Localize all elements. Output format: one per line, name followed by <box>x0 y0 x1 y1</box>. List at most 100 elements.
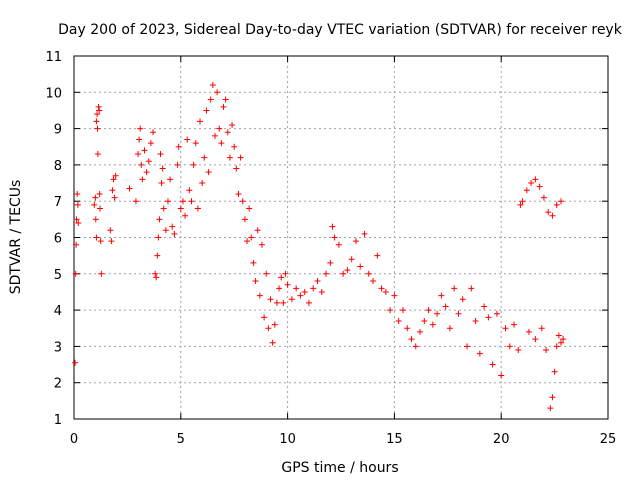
data-point <box>340 270 347 277</box>
data-point <box>147 140 154 147</box>
data-point <box>502 325 509 332</box>
data-point <box>549 394 556 401</box>
data-point <box>446 325 453 332</box>
data-point <box>271 321 278 328</box>
data-point <box>536 183 543 190</box>
data-point <box>297 292 304 299</box>
data-point <box>254 227 261 234</box>
data-point <box>442 303 449 310</box>
data-point <box>506 343 513 350</box>
data-point <box>93 234 100 241</box>
data-point <box>558 339 565 346</box>
y-tick-label: 3 <box>54 340 62 355</box>
data-point <box>74 190 81 197</box>
data-point <box>258 241 265 248</box>
data-point <box>94 151 101 158</box>
data-point <box>190 161 197 168</box>
grid <box>74 56 608 419</box>
y-axis-label: SDTVAR / TECUs <box>8 180 24 295</box>
y-tick-label: 11 <box>45 50 62 65</box>
data-point <box>532 336 539 343</box>
y-tick-label: 2 <box>54 377 62 392</box>
data-point <box>269 339 276 346</box>
data-point <box>97 238 104 245</box>
data-point <box>92 216 99 223</box>
data-point <box>95 103 102 110</box>
x-tick-label: 20 <box>493 432 510 447</box>
data-point <box>267 296 274 303</box>
data-point <box>203 107 210 114</box>
data-point <box>468 285 475 292</box>
data-point <box>184 136 191 143</box>
data-point <box>74 201 81 208</box>
data-point <box>157 151 164 158</box>
data-point <box>540 194 547 201</box>
data-point <box>237 154 244 161</box>
data-point <box>485 314 492 321</box>
data-point <box>365 270 372 277</box>
y-tick-label: 7 <box>54 195 62 210</box>
data-point <box>391 292 398 299</box>
data-point <box>547 405 554 412</box>
data-point <box>164 198 171 205</box>
data-point <box>417 328 424 335</box>
data-point <box>438 292 445 299</box>
data-point <box>421 317 428 324</box>
data-point <box>135 151 142 158</box>
data-point <box>252 278 259 285</box>
data-point <box>201 154 208 161</box>
data-point <box>265 325 272 332</box>
data-point <box>211 132 218 139</box>
data-point <box>282 270 289 277</box>
data-point <box>551 368 558 375</box>
data-point <box>387 307 394 314</box>
data-point <box>549 212 556 219</box>
data-point <box>231 143 238 150</box>
data-point <box>96 190 103 197</box>
data-point <box>515 347 522 354</box>
data-point <box>525 328 532 335</box>
data-point <box>532 176 539 183</box>
data-point <box>75 219 82 226</box>
data-point <box>412 343 419 350</box>
data-point <box>451 285 458 292</box>
data-point <box>141 147 148 154</box>
data-point <box>560 336 567 343</box>
data-point <box>194 205 201 212</box>
data-point <box>519 198 526 205</box>
data-points <box>72 82 567 412</box>
data-point <box>179 198 186 205</box>
data-point <box>177 205 184 212</box>
data-point <box>108 238 115 245</box>
data-point <box>489 361 496 368</box>
data-point <box>145 158 152 165</box>
data-point <box>229 121 236 128</box>
data-point <box>92 194 99 201</box>
data-point <box>246 205 253 212</box>
data-point <box>91 201 98 208</box>
data-point <box>175 143 182 150</box>
data-point <box>543 347 550 354</box>
data-point <box>98 270 105 277</box>
data-point <box>382 288 389 295</box>
data-point <box>162 227 169 234</box>
axis-ticks <box>73 55 609 420</box>
data-point <box>314 278 321 285</box>
data-point <box>248 234 255 241</box>
data-point <box>553 343 560 350</box>
data-point <box>73 241 80 248</box>
data-point <box>72 270 79 277</box>
data-point <box>523 187 530 194</box>
data-point <box>476 350 483 357</box>
data-point <box>288 296 295 303</box>
data-point <box>378 285 385 292</box>
data-point <box>158 180 165 187</box>
data-point <box>278 274 285 281</box>
data-point <box>361 230 368 237</box>
data-point <box>72 359 79 366</box>
data-point <box>152 270 159 277</box>
data-point <box>167 176 174 183</box>
data-point <box>293 285 300 292</box>
